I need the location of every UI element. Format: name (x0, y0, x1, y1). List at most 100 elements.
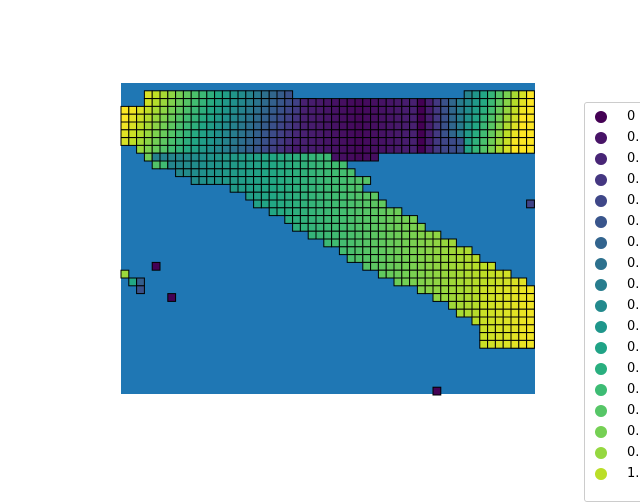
heatmap-cell (526, 293, 535, 302)
heatmap-cell (377, 199, 387, 209)
heatmap-cell (448, 98, 457, 107)
heatmap-cell (370, 144, 379, 154)
heatmap-cell (276, 207, 286, 217)
heatmap-cell (260, 129, 270, 139)
heatmap-cell (214, 144, 223, 154)
heatmap-cell (284, 215, 294, 224)
heatmap-cell (502, 137, 512, 146)
heatmap-cell (463, 98, 473, 107)
heatmap-cell (455, 300, 465, 310)
heatmap-cell (346, 207, 356, 217)
heatmap-cell (237, 144, 247, 154)
heatmap-cell (268, 168, 278, 178)
legend-label: 0. (627, 172, 640, 187)
heatmap-cell (206, 121, 216, 131)
heatmap-cell (338, 129, 348, 139)
heatmap-cell (494, 129, 504, 139)
heatmap-cell (276, 113, 286, 123)
heatmap-cell (292, 168, 301, 178)
heatmap-cell (487, 277, 496, 287)
heatmap-cell (424, 129, 434, 139)
heatmap-cell (143, 105, 153, 115)
heatmap-cell (377, 137, 387, 146)
heatmap-cell (331, 105, 340, 115)
heatmap-cell (502, 332, 512, 341)
heatmap-cell (362, 144, 372, 154)
heatmap-cell (323, 199, 333, 209)
heatmap-cell (494, 277, 504, 287)
heatmap-cell (393, 238, 403, 248)
heatmap-cell (518, 332, 528, 341)
heatmap-cell (463, 137, 473, 146)
heatmap-cell (502, 144, 512, 154)
heatmap-cell (346, 215, 356, 224)
heatmap-cell (432, 254, 442, 263)
heatmap-cell (471, 277, 481, 287)
heatmap-cell (292, 160, 301, 170)
heatmap-cell (198, 160, 208, 170)
heatmap-cell (338, 246, 348, 256)
heatmap-cell (307, 215, 317, 224)
heatmap-cell (401, 246, 411, 256)
heatmap-cell (526, 339, 535, 349)
heatmap-cell (136, 105, 145, 115)
heatmap-cell (494, 339, 504, 349)
heatmap-cell (510, 113, 520, 123)
heatmap-cell (338, 207, 348, 217)
heatmap-cell (424, 137, 434, 146)
heatmap-cell (151, 105, 161, 115)
legend-marker (595, 342, 607, 354)
heatmap-cell (502, 324, 512, 334)
heatmap-cell (479, 293, 489, 302)
heatmap-cell (229, 113, 239, 123)
heatmap-cell (276, 199, 286, 209)
heatmap-cell (393, 215, 403, 224)
heatmap-cell (307, 98, 317, 107)
heatmap-cell (479, 90, 489, 100)
heatmap-cell (136, 113, 145, 123)
heatmap-cell (354, 222, 364, 232)
heatmap-cell (284, 144, 294, 154)
heatmap-cell (455, 246, 465, 256)
heatmap-cell (190, 168, 200, 178)
heatmap-cell (463, 144, 473, 154)
heatmap-cell (385, 238, 395, 248)
heatmap-cell (385, 222, 395, 232)
heatmap-cell (416, 98, 426, 107)
heatmap-cell (377, 207, 387, 217)
heatmap-cell (502, 98, 512, 107)
heatmap-cell (323, 160, 333, 170)
heatmap-cell (455, 261, 465, 271)
heatmap-cell (362, 199, 372, 209)
heatmap-cell (151, 90, 161, 100)
heatmap-cell (182, 90, 192, 100)
heatmap-cell (416, 105, 426, 115)
heatmap-cell (167, 137, 177, 146)
heatmap-cell (455, 285, 465, 295)
legend-label: 0. (627, 424, 640, 439)
heatmap-cell (409, 105, 418, 115)
heatmap-cell (253, 176, 262, 185)
heatmap-cell (448, 137, 457, 146)
heatmap-cell (198, 98, 208, 107)
heatmap-cell (182, 105, 192, 115)
heatmap-cell (440, 105, 450, 115)
heatmap-cell (416, 277, 426, 287)
heatmap-cell (260, 113, 270, 123)
heatmap-cell (299, 199, 309, 209)
heatmap-cell (409, 277, 418, 287)
heatmap-cell (370, 129, 379, 139)
heatmap-cell (299, 105, 309, 115)
isolated-cell (167, 293, 177, 302)
heatmap-cell (245, 129, 255, 139)
heatmap-cell (409, 246, 418, 256)
heatmap-cell (190, 137, 200, 146)
heatmap-cell (479, 98, 489, 107)
heatmap-cell (479, 308, 489, 318)
heatmap-cell (440, 129, 450, 139)
heatmap-cell (479, 285, 489, 295)
heatmap-cell (284, 121, 294, 131)
heatmap-cell (377, 246, 387, 256)
heatmap-cell (245, 105, 255, 115)
heatmap-cell (401, 144, 411, 154)
